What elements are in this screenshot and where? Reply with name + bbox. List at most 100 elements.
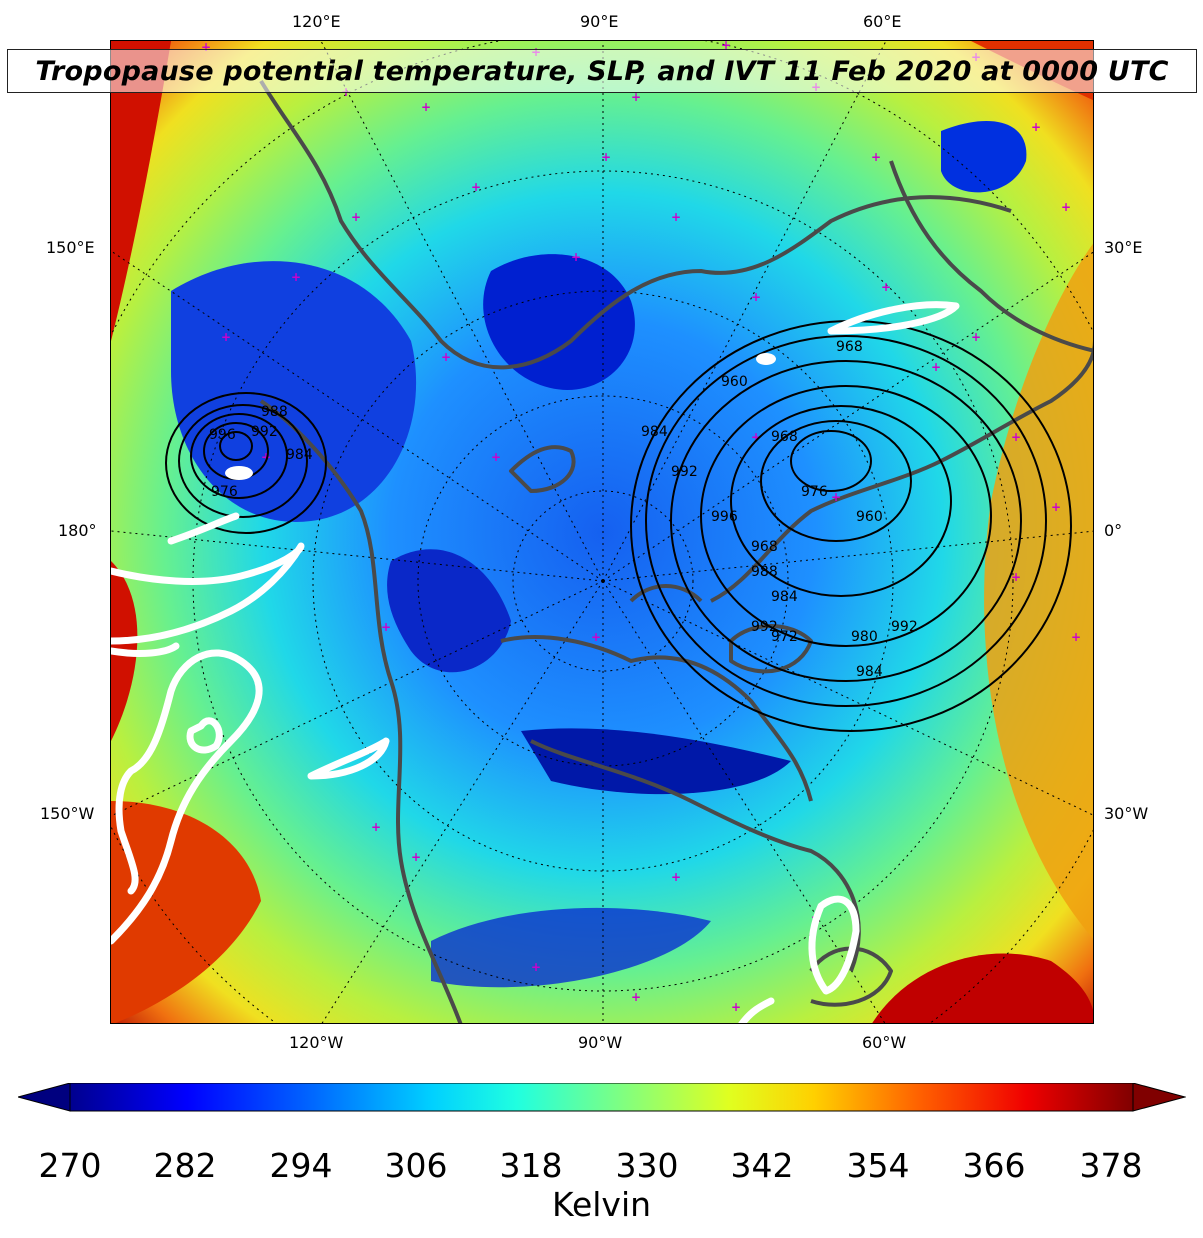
slp-label: 968: [751, 539, 778, 555]
warm-region-southwest-2: [111, 801, 261, 1023]
map-canvas: ++ ++ + +++ ++++ ++++ ++++ ++++ ++++ ++++ …: [111, 41, 1093, 1023]
svg-text:+: +: [591, 630, 601, 644]
slp-label: 972: [771, 629, 798, 645]
colorbar-tick: 366: [962, 1146, 1026, 1185]
slp-label: 968: [836, 339, 863, 355]
svg-text:+: +: [671, 210, 681, 224]
lon-label-left: 150°E: [46, 238, 95, 257]
ivt-blob-east: [756, 353, 776, 365]
colorbar-extend-min: [18, 1083, 71, 1112]
slp-label: 996: [711, 509, 738, 525]
svg-text:+: +: [441, 350, 451, 364]
slp-label: 984: [286, 447, 313, 463]
svg-text:+: +: [631, 990, 641, 1004]
svg-text:+: +: [631, 90, 641, 104]
svg-text:+: +: [291, 270, 301, 284]
slp-labels: 988 996 992 984 976 968 960 968 976 984 …: [209, 339, 918, 680]
colorbar-tick: 282: [153, 1146, 217, 1185]
colorbar-tick: 270: [38, 1146, 102, 1185]
slp-label: 992: [891, 619, 918, 635]
lon-label-left: 180°: [58, 521, 97, 540]
slp-label: 984: [856, 664, 883, 680]
colorbar-tick: 330: [615, 1146, 679, 1185]
cold-trough-south: [521, 728, 791, 795]
slp-label: 976: [801, 484, 828, 500]
lon-label-bottom: 90°W: [578, 1033, 623, 1052]
svg-text:+: +: [1031, 120, 1041, 134]
colorbar-extend-max: [1132, 1083, 1186, 1112]
slp-label: 976: [211, 484, 238, 500]
lon-label-right: 0°: [1104, 521, 1123, 540]
slp-label: 960: [721, 374, 748, 390]
svg-text:+: +: [1011, 430, 1021, 444]
svg-text:+: +: [531, 960, 541, 974]
lon-label-bottom: 60°W: [862, 1033, 907, 1052]
slp-label: 996: [209, 427, 236, 443]
svg-text:+: +: [871, 150, 881, 164]
warm-region-southeast: [872, 953, 1093, 1023]
slp-low-east: [630, 320, 1072, 732]
lon-label-top: 90°E: [580, 12, 619, 31]
svg-text:+: +: [371, 820, 381, 834]
warm-region-east: [984, 243, 1093, 939]
svg-text:+: +: [751, 430, 761, 444]
svg-text:+: +: [601, 150, 611, 164]
slp-label: 992: [251, 424, 278, 440]
slp-low-west: [165, 392, 327, 534]
svg-text:+: +: [751, 290, 761, 304]
station-markers: ++ ++ + +++ ++++ ++++ ++++ ++++ ++++ ++++ …: [201, 41, 1081, 1014]
lon-label-bottom: 120°W: [289, 1033, 344, 1052]
svg-text:+: +: [201, 41, 211, 54]
cold-trough-northeast: [941, 121, 1027, 193]
slp-label: 988: [261, 404, 288, 420]
svg-text:+: +: [1071, 630, 1081, 644]
map-panel: + + + + + + + + + + + + + + + + + + + + + + + + + + + + + + + + …: [110, 40, 1094, 1024]
svg-text:+: +: [571, 250, 581, 264]
lon-label-top: 60°E: [863, 12, 902, 31]
slp-label: 968: [771, 429, 798, 445]
svg-text:+: +: [221, 330, 231, 344]
svg-text:+: +: [831, 490, 841, 504]
slp-label: 992: [751, 619, 778, 635]
slp-label: 992: [671, 464, 698, 480]
svg-text:+: +: [261, 450, 271, 464]
svg-text:+: +: [491, 450, 501, 464]
cold-trough-north: [483, 254, 635, 390]
cold-trough-center: [387, 549, 511, 673]
title-box: Tropopause potential temperature, SLP, a…: [7, 49, 1197, 93]
colorbar-tick: 306: [384, 1146, 448, 1185]
slp-label: 984: [771, 589, 798, 605]
svg-text:+: +: [1061, 200, 1071, 214]
svg-text:+: +: [731, 1000, 741, 1014]
svg-text:+: +: [1011, 570, 1021, 584]
svg-text:+: +: [421, 100, 431, 114]
colorbar-tick: 354: [846, 1146, 910, 1185]
svg-text:+: +: [721, 41, 731, 52]
map-title: Tropopause potential temperature, SLP, a…: [35, 55, 1169, 87]
lon-label-right: 30°W: [1104, 804, 1149, 823]
svg-text:+: +: [351, 210, 361, 224]
svg-text:+: +: [931, 360, 941, 374]
slp-label: 960: [856, 509, 883, 525]
svg-text:+: +: [971, 330, 981, 344]
colorbar-label: Kelvin: [551, 1185, 652, 1224]
svg-text:+: +: [671, 870, 681, 884]
svg-text:+: +: [411, 850, 421, 864]
colorbar-tick: 378: [1079, 1146, 1143, 1185]
colorbar: [18, 1083, 1186, 1112]
warm-region-west: [111, 41, 171, 341]
svg-text:+: +: [881, 280, 891, 294]
colorbar-tick: 294: [269, 1146, 333, 1185]
lon-label-top: 120°E: [292, 12, 341, 31]
lon-label-right: 30°E: [1104, 238, 1143, 257]
cold-band-south: [431, 907, 711, 988]
slp-label: 988: [751, 564, 778, 580]
cold-trough-west: [171, 261, 417, 522]
graticule: [111, 41, 1093, 1023]
slp-label: 984: [641, 424, 668, 440]
colorbar-gradient: [69, 1083, 1134, 1112]
ivt-contours: [111, 301, 960, 1023]
svg-text:+: +: [1051, 500, 1061, 514]
lon-label-left: 150°W: [40, 804, 95, 823]
colorbar-tick: 318: [499, 1146, 563, 1185]
